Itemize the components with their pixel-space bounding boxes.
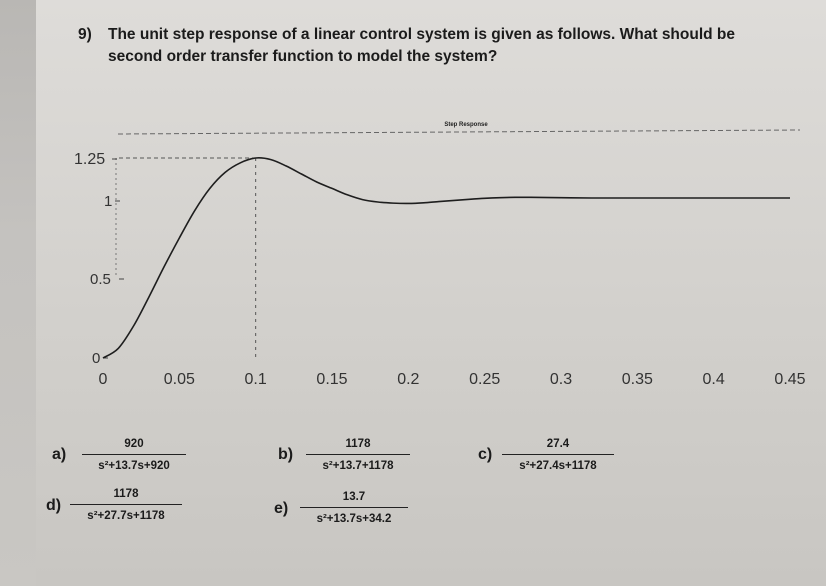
option-b-fraction: 1178 s²+13.7+1178: [306, 438, 410, 472]
option-a-fraction: 920 s²+13.7s+920: [82, 438, 186, 472]
option-d-letter: d): [46, 497, 62, 514]
x-tick-label: 0.45: [774, 371, 805, 388]
option-d-numerator: 1178: [113, 488, 139, 500]
option-e-numerator: 13.7: [342, 491, 366, 503]
x-tick-label: 0.25: [469, 371, 500, 388]
option-e-letter: e): [274, 500, 289, 517]
fraction-bar: [300, 507, 408, 509]
step-response-curve: [102, 157, 790, 359]
option-a-letter: a): [52, 446, 67, 463]
fraction-bar: [82, 454, 186, 456]
x-tick-label: 0.1: [245, 371, 267, 388]
fraction-bar: [502, 454, 614, 456]
option-c-fraction: 27.4 s²+27.4s+1178: [502, 438, 614, 472]
fraction-bar: [306, 454, 410, 456]
paper-sheet: [36, 0, 826, 586]
chart-title: Step Response: [444, 122, 488, 128]
fraction-bar: [70, 504, 182, 506]
option-e-denominator: s²+13.7s+34.2: [316, 513, 392, 526]
x-tick-label: 0.3: [550, 371, 572, 388]
option-c-letter: c): [478, 446, 493, 463]
x-tick-label: 0.2: [397, 371, 419, 388]
question-number: 9): [78, 26, 92, 43]
y-tick-label: 1: [104, 193, 112, 210]
y-tick-label: 1.25: [74, 151, 105, 168]
option-b-letter: b): [278, 446, 294, 463]
x-tick-label: 0.05: [164, 371, 195, 388]
x-tick-label: 0.15: [316, 371, 347, 388]
plot-top-border: [117, 129, 801, 135]
option-a-numerator: 920: [124, 438, 144, 450]
option-d-denominator: s²+27.7s+1178: [87, 510, 165, 523]
question-line-1: The unit step response of a linear contr…: [108, 26, 736, 43]
y-tick-label: 0: [92, 350, 100, 367]
option-b-denominator: s²+13.7+1178: [322, 460, 394, 473]
option-c-numerator: 27.4: [546, 438, 570, 450]
y-tick-label: 0.5: [90, 271, 111, 288]
option-d-fraction: 1178 s²+27.7s+1178: [70, 488, 182, 522]
option-a-denominator: s²+13.7s+920: [98, 460, 170, 473]
x-tick-label: 0.4: [703, 371, 725, 388]
x-tick-label: 0: [99, 371, 108, 388]
option-e-fraction: 13.7 s²+13.7s+34.2: [300, 491, 408, 525]
question-line-2: second order transfer function to model …: [108, 48, 498, 65]
x-tick-label: 0.35: [622, 371, 653, 388]
option-c-denominator: s²+27.4s+1178: [519, 460, 597, 473]
option-b-numerator: 1178: [345, 438, 371, 450]
